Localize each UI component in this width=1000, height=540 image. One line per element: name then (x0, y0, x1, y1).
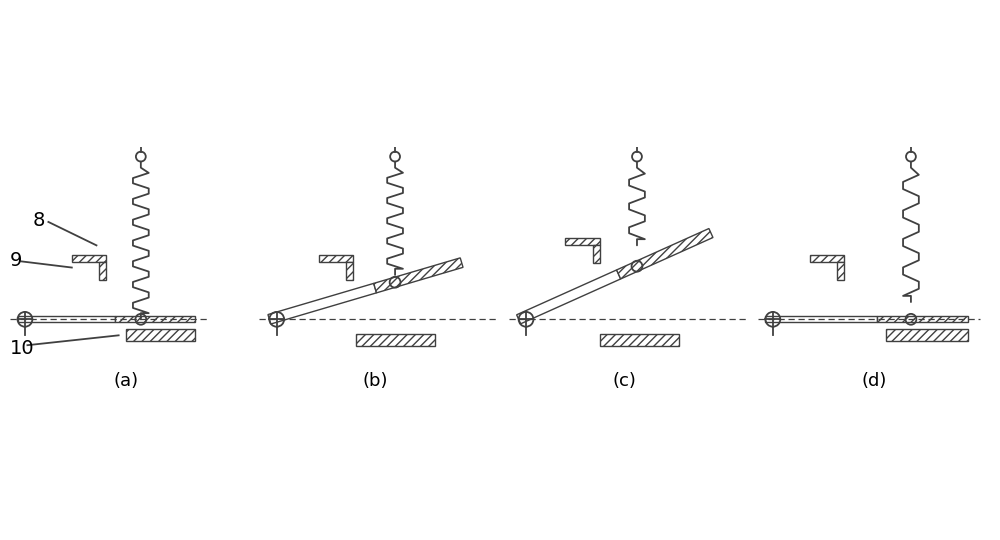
Polygon shape (99, 262, 106, 280)
Text: 9: 9 (10, 251, 23, 269)
Polygon shape (356, 334, 435, 347)
Text: (d): (d) (861, 372, 887, 390)
Polygon shape (765, 316, 877, 322)
Polygon shape (886, 329, 968, 341)
Polygon shape (319, 255, 353, 262)
Polygon shape (72, 255, 106, 262)
Text: 8: 8 (32, 211, 45, 230)
Polygon shape (268, 284, 376, 324)
Polygon shape (374, 258, 463, 293)
Text: 10: 10 (10, 339, 35, 359)
Polygon shape (837, 262, 844, 280)
Polygon shape (810, 255, 844, 262)
Polygon shape (617, 228, 713, 279)
Polygon shape (346, 262, 353, 280)
Polygon shape (565, 238, 600, 245)
Text: (b): (b) (363, 372, 388, 390)
Polygon shape (517, 270, 621, 324)
Polygon shape (600, 334, 679, 347)
Polygon shape (877, 316, 968, 322)
Polygon shape (126, 329, 195, 341)
Text: (a): (a) (113, 372, 139, 390)
Polygon shape (115, 316, 195, 322)
Text: (c): (c) (613, 372, 637, 390)
Polygon shape (18, 316, 115, 322)
Polygon shape (593, 245, 600, 262)
